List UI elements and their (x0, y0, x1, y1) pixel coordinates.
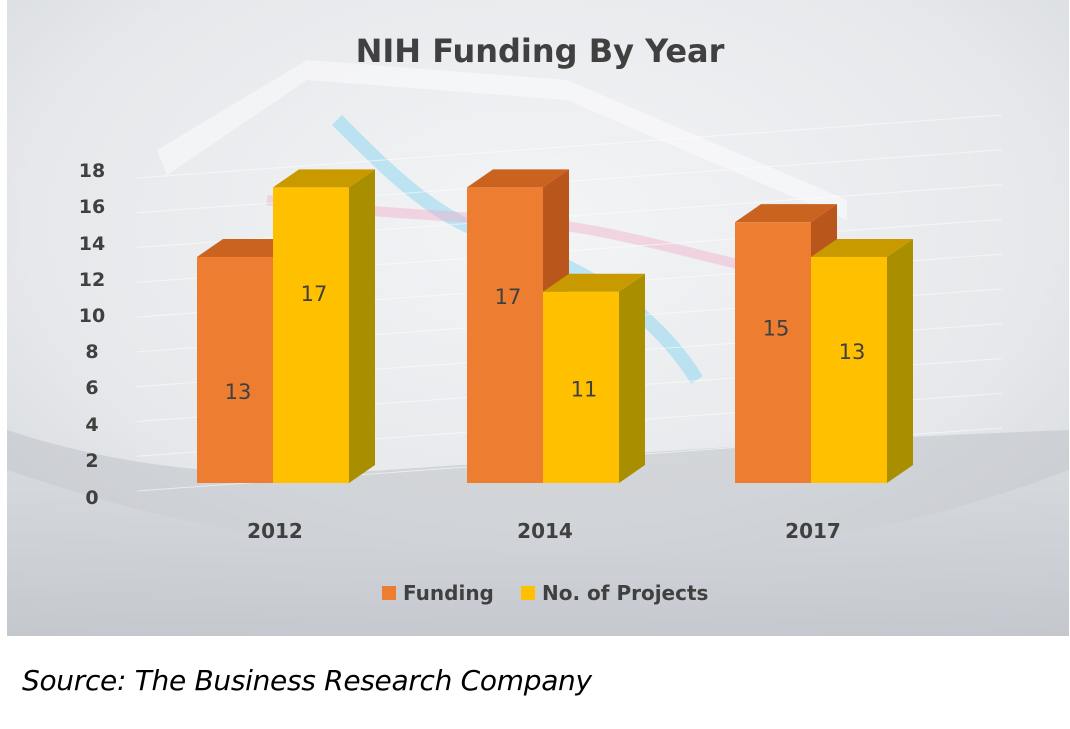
legend: Funding No. of Projects (382, 581, 708, 605)
bar-top (543, 273, 645, 292)
x-tick-label: 2012 (247, 519, 303, 543)
bar-front (273, 187, 349, 483)
y-tick-label: 10 (79, 305, 105, 327)
bar-front (467, 187, 543, 483)
bar-no-of-projects-2012 (273, 169, 375, 483)
data-label: 11 (571, 377, 598, 401)
y-tick-label: 0 (85, 487, 98, 509)
y-tick-label: 8 (85, 341, 98, 363)
y-tick-label: 18 (79, 160, 105, 182)
y-tick-label: 14 (79, 233, 105, 255)
legend-swatch-funding (382, 586, 396, 600)
data-label: 17 (301, 282, 328, 306)
x-tick-label: 2014 (517, 519, 573, 543)
data-label: 13 (225, 380, 252, 404)
bar-top (467, 169, 569, 188)
bar-no-of-projects-2017 (811, 238, 913, 483)
legend-swatch-projects (521, 586, 535, 600)
y-tick-label: 12 (79, 269, 105, 291)
y-axis: 0 2 4 6 8 10 12 14 16 18 (79, 160, 105, 509)
y-tick-label: 4 (85, 414, 98, 436)
x-tick-label: 2017 (785, 519, 841, 543)
bar-funding-2014 (467, 169, 569, 483)
data-labels: 13 17 17 11 15 13 (225, 282, 866, 404)
chart-title: NIH Funding By Year (356, 32, 725, 70)
bars (197, 169, 913, 483)
legend-label-projects: No. of Projects (542, 581, 708, 605)
bar-no-of-projects-2014 (543, 273, 645, 483)
chart-panel: 0 2 4 6 8 10 12 14 16 18 13 17 17 11 15 13 2012 2014 201… (7, 0, 1069, 636)
bar-side (619, 273, 645, 483)
y-tick-label: 6 (85, 377, 98, 399)
y-tick-label: 2 (85, 450, 98, 472)
bar-front (543, 291, 619, 483)
bar-top (811, 238, 913, 257)
bar-top (273, 169, 375, 188)
data-label: 17 (495, 285, 522, 309)
bar-top (735, 204, 837, 223)
bar-front (735, 222, 811, 483)
data-label: 15 (763, 317, 790, 341)
bar-side (349, 169, 375, 483)
bar-front (197, 256, 273, 483)
bar-front (811, 256, 887, 483)
grid-line-9 (136, 114, 1003, 179)
legend-label-funding: Funding (403, 581, 494, 605)
data-label: 13 (839, 340, 866, 364)
bar-side (887, 238, 913, 483)
x-axis: 2012 2014 2017 (247, 519, 841, 543)
y-tick-label: 16 (79, 196, 105, 218)
source-note: Source: The Business Research Company (22, 664, 592, 697)
